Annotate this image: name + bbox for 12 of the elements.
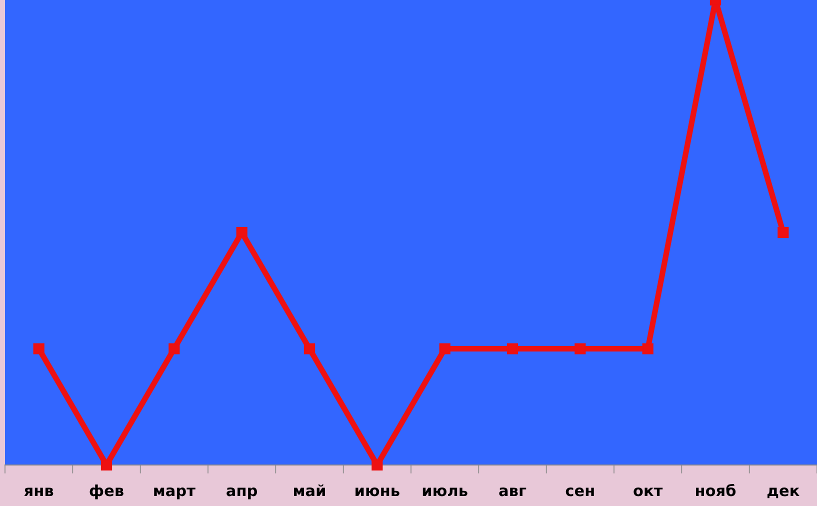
x-tick-label: дек bbox=[767, 488, 800, 498]
x-tick-label: май bbox=[294, 484, 325, 496]
x-tick-label: июнь bbox=[356, 488, 400, 496]
x-tick-label: фев bbox=[90, 484, 124, 500]
x-tick-label: авг bbox=[499, 488, 526, 496]
x-tick-label: янв bbox=[24, 488, 54, 496]
x-tick-label: нояб bbox=[696, 484, 736, 496]
x-tick-label: апр bbox=[226, 488, 258, 500]
x-tick-label: окт bbox=[634, 488, 663, 496]
x-tick-label: июль bbox=[422, 488, 468, 496]
x-tick-label: сен bbox=[566, 488, 594, 496]
x-tick-label: март bbox=[154, 488, 196, 500]
